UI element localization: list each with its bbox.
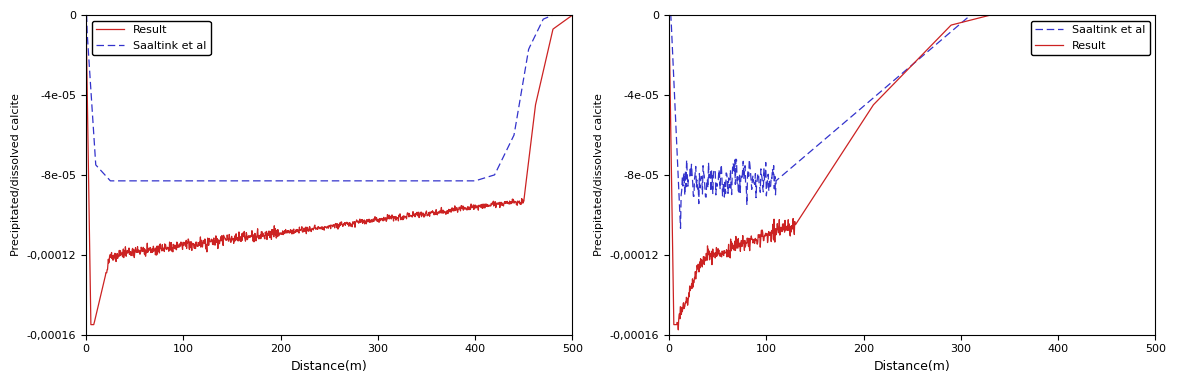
Result xyxy=(661,13,676,17)
Result xyxy=(918,50,932,54)
Y-axis label: Precipitated/dissolved calcite: Precipitated/dissolved calcite xyxy=(594,93,604,256)
Legend: Saaltink et al, Result: Saaltink et al, Result xyxy=(1031,21,1150,55)
Line: Saaltink et al: Saaltink et al xyxy=(669,15,1156,228)
Result xyxy=(671,328,685,332)
Result xyxy=(79,13,93,17)
Legend: Result, Saaltink et al: Result, Saaltink et al xyxy=(92,21,211,55)
Result xyxy=(161,246,175,250)
Saaltink et al xyxy=(565,13,579,17)
Saaltink et al xyxy=(390,179,404,183)
Saaltink et al xyxy=(104,179,118,183)
Saaltink et al xyxy=(1031,13,1045,17)
Saaltink et al xyxy=(374,179,388,183)
X-axis label: Distance(m): Distance(m) xyxy=(873,360,951,373)
Saaltink et al xyxy=(498,150,512,155)
Line: Saaltink et al: Saaltink et al xyxy=(86,15,572,181)
Saaltink et al xyxy=(79,13,93,17)
Saaltink et al xyxy=(958,18,972,22)
Result xyxy=(727,248,742,252)
Line: Result: Result xyxy=(669,15,1156,330)
Line: Result: Result xyxy=(86,15,572,324)
Saaltink et al xyxy=(1082,13,1096,17)
Saaltink et al xyxy=(972,13,986,17)
Result xyxy=(565,13,579,17)
Result xyxy=(144,250,158,255)
Result xyxy=(927,39,942,44)
Result xyxy=(291,229,305,234)
Saaltink et al xyxy=(692,171,706,176)
Saaltink et al xyxy=(1149,13,1163,17)
X-axis label: Distance(m): Distance(m) xyxy=(291,360,367,373)
Result xyxy=(744,233,758,238)
Saaltink et al xyxy=(945,28,959,33)
Saaltink et al xyxy=(661,13,676,17)
Result xyxy=(244,234,258,239)
Result xyxy=(1149,13,1163,17)
Result xyxy=(84,322,98,327)
Result xyxy=(345,225,359,229)
Saaltink et al xyxy=(673,226,687,231)
Result xyxy=(873,95,887,100)
Result xyxy=(335,222,350,227)
Saaltink et al xyxy=(363,179,377,183)
Saaltink et al xyxy=(448,179,463,183)
Saaltink et al xyxy=(109,179,124,183)
Result xyxy=(826,164,840,169)
Y-axis label: Precipitated/dissolved calcite: Precipitated/dissolved calcite xyxy=(11,93,21,256)
